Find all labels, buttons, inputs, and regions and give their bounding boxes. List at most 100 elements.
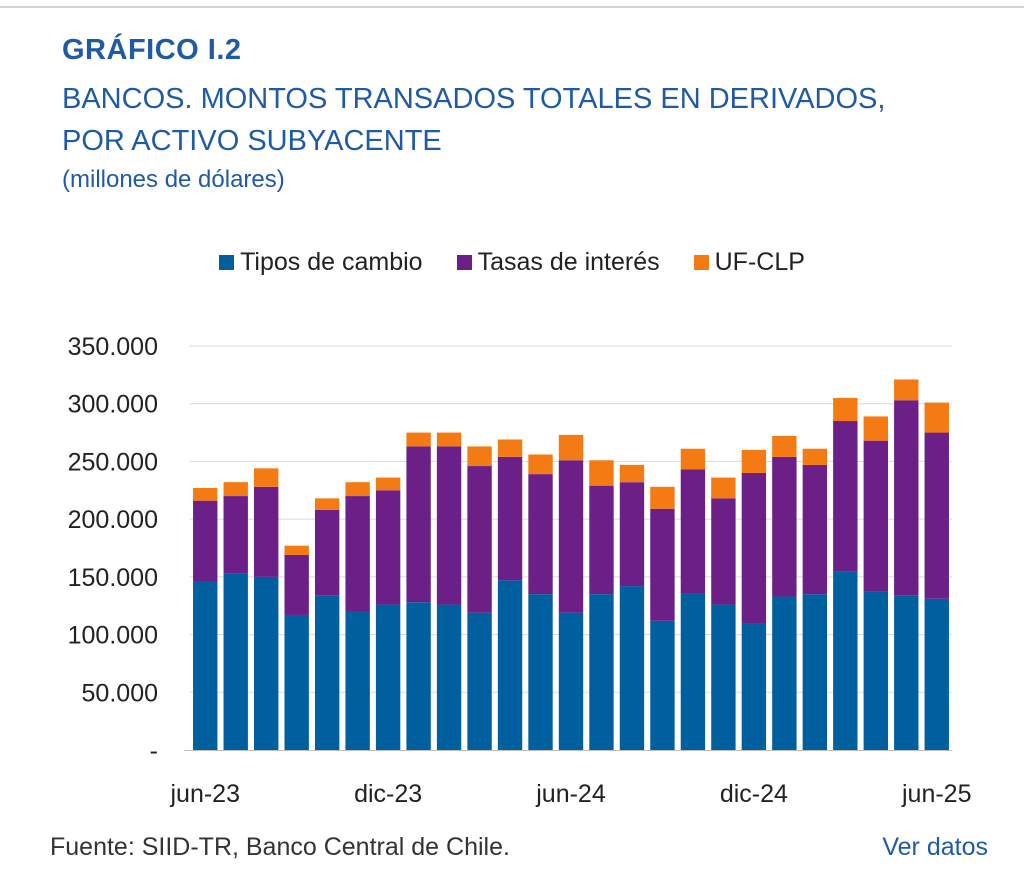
legend-swatch-tipos [219,255,235,270]
bar-uf-clp [223,482,248,497]
chart-title: BANCOS. MONTOS TRANSADOS TOTALES EN DERI… [62,78,962,162]
legend-item-tasas: Tasas de interés [456,248,660,277]
bar-tipos-de-cambio [558,612,584,750]
bar-uf-clp [833,397,858,422]
bar-tipos-de-cambio [924,598,949,750]
bar-tasas-de-interes [680,469,706,594]
bar-uf-clp [314,498,340,510]
top-rule [0,6,1024,8]
x-tick-label: jun-23 [169,780,240,808]
bar-uf-clp [284,545,309,555]
legend-item-ufclp: UF-CLP [693,248,805,277]
bar-tasas-de-interes [345,496,370,612]
y-tick-label: 300.000 [68,391,158,419]
bar-tasas-de-interes [375,490,401,605]
legend-item-tipos: Tipos de cambio [219,248,423,277]
legend-swatch-ufclp [693,255,709,270]
bar-tipos-de-cambio [436,604,462,750]
bar-uf-clp [802,448,828,465]
y-tick-label: 250.000 [68,448,158,476]
y-tick-label: 350.000 [68,333,158,361]
bar-tipos-de-cambio [375,604,401,750]
y-tick-label: 200.000 [68,506,158,534]
bar-tipos-de-cambio [863,591,888,750]
bar-tasas-de-interes [741,472,767,624]
bar-tasas-de-interes [284,554,309,615]
bar-tasas-de-interes [589,485,614,595]
bar-tasas-de-interes [711,498,736,605]
bar-tasas-de-interes [254,486,279,577]
bar-uf-clp [711,477,736,499]
bar-uf-clp [497,439,523,457]
legend: Tipos de cambio Tasas de interés UF-CLP [0,248,1024,277]
bar-tipos-de-cambio [802,594,828,750]
bar-tipos-de-cambio [223,573,248,750]
bar-tipos-de-cambio [589,594,614,750]
bar-tipos-de-cambio [467,612,492,750]
x-tick-label: jun-24 [535,780,606,808]
bar-tasas-de-interes [436,446,462,605]
stacked-bar-chart: - 50.000 100.000 150.000 200.000 250.000 300.0… [68,333,972,808]
chart-title-line-1: BANCOS. MONTOS TRANSADOS TOTALES EN DERI… [62,83,886,115]
bar-tipos-de-cambio [772,596,797,750]
bar-uf-clp [772,436,797,457]
x-tick-label: dic-24 [720,780,788,808]
bar-uf-clp [894,379,919,401]
bar-tipos-de-cambio [284,614,309,750]
bar-tasas-de-interes [406,446,431,603]
bar-uf-clp [650,486,675,509]
bar-uf-clp [741,449,767,473]
bar-uf-clp [619,464,645,483]
legend-swatch-tasas [456,255,472,270]
bar-tasas-de-interes [619,482,645,587]
bar-tasas-de-interes [863,440,888,592]
bar-tasas-de-interes [223,496,248,574]
ver-datos-link[interactable]: Ver datos [882,833,988,861]
x-tick-label: dic-23 [354,780,422,808]
bar-tipos-de-cambio [833,571,858,750]
bar-tasas-de-interes [833,421,858,572]
x-tick-label: jun-25 [901,780,972,808]
bar-tipos-de-cambio [406,602,431,750]
bar-tipos-de-cambio [528,594,553,750]
bar-uf-clp [436,432,462,447]
bar-tasas-de-interes [802,464,828,595]
bar-tasas-de-interes [924,432,949,599]
bar-tasas-de-interes [314,509,340,596]
bar-tipos-de-cambio [711,604,736,750]
bar-tasas-de-interes [772,456,797,597]
bar-tipos-de-cambio [193,581,218,750]
figure-label: GRÁFICO I.2 [62,34,242,66]
bar-uf-clp [558,434,584,461]
bar-tipos-de-cambio [741,623,767,750]
bar-uf-clp [680,448,706,470]
bar-uf-clp [589,460,614,486]
bar-tipos-de-cambio [345,611,370,750]
bar-uf-clp [863,416,888,441]
bar-tipos-de-cambio [497,580,523,750]
chart-units: (millones de dólares) [62,166,285,193]
bar-tasas-de-interes [894,400,919,596]
bar-tipos-de-cambio [894,595,919,750]
bar-tipos-de-cambio [314,595,340,750]
bar-tasas-de-interes [650,508,675,621]
y-tick-label: 100.000 [68,622,158,650]
bar-uf-clp [406,432,431,447]
bar-uf-clp [375,477,401,491]
bar-uf-clp [193,487,218,501]
bar-tipos-de-cambio [619,586,645,750]
bar-tasas-de-interes [497,456,523,581]
chart-title-line-2: POR ACTIVO SUBYACENTE [62,125,442,157]
bar-tipos-de-cambio [650,620,675,750]
bar-tasas-de-interes [193,500,218,582]
legend-label-ufclp: UF-CLP [714,248,805,276]
bar-tasas-de-interes [528,474,553,595]
bar-uf-clp [467,446,492,467]
bar-uf-clp [345,482,370,497]
y-tick-label: 150.000 [68,564,158,592]
bar-tasas-de-interes [558,460,584,613]
bar-tipos-de-cambio [254,576,279,750]
source-note: Fuente: SIID-TR, Banco Central de Chile. [50,833,510,861]
bar-uf-clp [924,402,949,433]
bar-uf-clp [528,454,553,475]
